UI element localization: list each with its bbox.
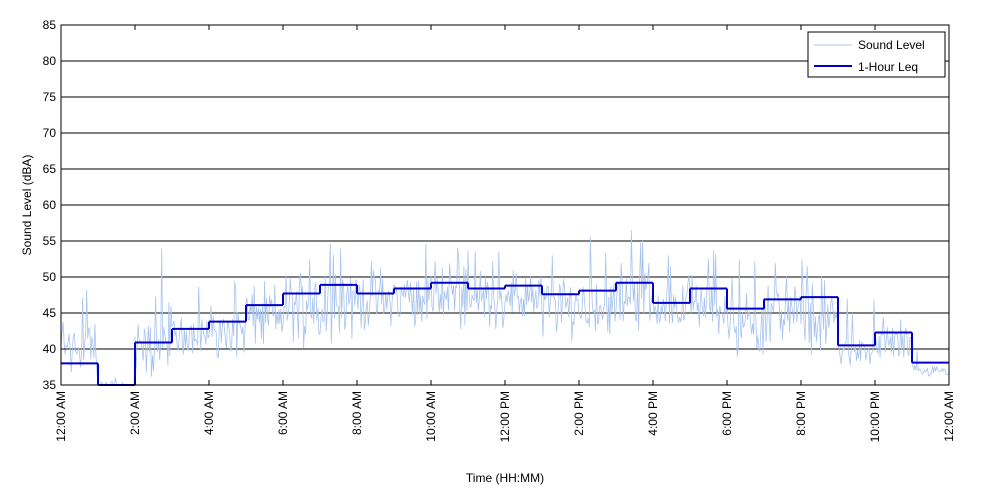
sound-level-series	[60, 230, 949, 386]
x-tick-label-2: 2:00 AM	[128, 391, 142, 435]
sound-level-line	[60, 230, 949, 386]
y-tick-label-60: 60	[43, 198, 57, 212]
y-axis-title: Sound Level (dBA)	[20, 155, 34, 256]
y-tick-label-40: 40	[43, 342, 57, 356]
y-tick-label-85: 85	[43, 18, 57, 32]
legend-label-sound-level: Sound Level	[858, 38, 925, 52]
legend-label-leq: 1-Hour Leq	[858, 60, 918, 74]
x-tick-label-12: 12:00 PM	[498, 391, 512, 442]
x-axis-title: Time (HH:MM)	[466, 471, 544, 485]
x-tick-label-0: 12:00 AM	[54, 391, 68, 442]
gridlines	[61, 60, 949, 350]
legend-box	[807, 31, 946, 78]
x-tick-label-16: 4:00 PM	[646, 391, 660, 436]
x-tick-label-14: 2:00 PM	[572, 391, 586, 436]
x-tick-label-24: 12:00 AM	[942, 391, 956, 442]
x-tick-label-20: 8:00 PM	[794, 391, 808, 436]
x-tick-label-18: 6:00 PM	[720, 391, 734, 436]
y-tick-label-65: 65	[43, 162, 57, 176]
y-tick-label-75: 75	[43, 90, 57, 104]
y-tick-label-55: 55	[43, 234, 57, 248]
x-axis: 12:00 AM 2:00 AM 4:00 AM 6:00 AM 8:00 AM 10:0…	[54, 25, 956, 442]
x-tick-label-4: 4:00 AM	[202, 391, 216, 435]
y-tick-label-35: 35	[43, 378, 57, 392]
y-tick-label-70: 70	[43, 126, 57, 140]
legend: Sound Level 1-Hour Leq	[807, 31, 946, 78]
y-tick-label-80: 80	[43, 54, 57, 68]
x-tick-label-6: 6:00 AM	[276, 391, 290, 435]
x-tick-label-22: 10:00 PM	[868, 391, 882, 442]
x-tick-label-10: 10:00 AM	[424, 391, 438, 442]
y-tick-label-45: 45	[43, 306, 57, 320]
x-tick-label-8: 8:00 AM	[350, 391, 364, 435]
y-axis: 35 40 45 50 55 60 65 70 75 80 85	[43, 18, 949, 392]
y-tick-label-50: 50	[43, 270, 57, 284]
